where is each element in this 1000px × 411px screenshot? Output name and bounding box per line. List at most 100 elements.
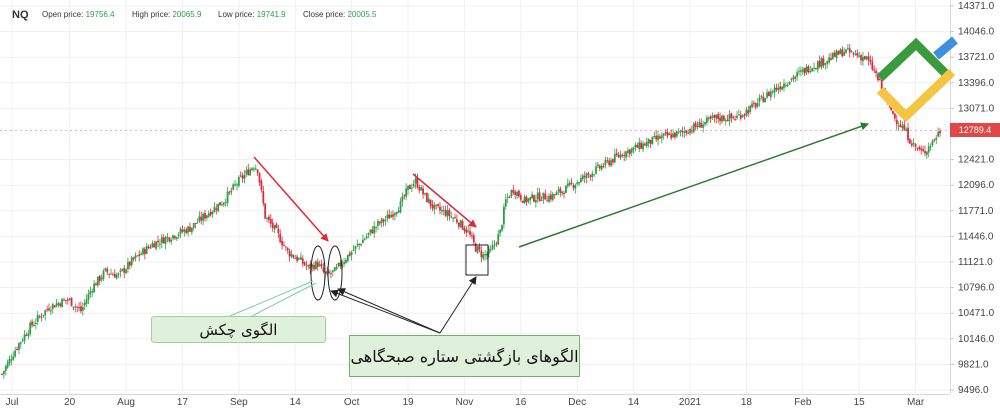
candle-body: [72, 306, 75, 308]
candle-body: [384, 219, 387, 221]
candle-body: [850, 51, 853, 53]
candle-body: [450, 216, 453, 218]
candle-body: [613, 154, 616, 163]
candle-body: [518, 190, 520, 197]
candle-body: [269, 219, 272, 224]
y-tick-label: 9496.0: [958, 385, 989, 396]
candle-body: [143, 248, 146, 255]
candle-body: [704, 122, 706, 125]
pointer-arrow-1: [330, 289, 441, 334]
candle-body: [348, 253, 351, 256]
candle-body: [95, 283, 97, 286]
hammer-pointer-line-2: [251, 282, 317, 317]
candle-body: [873, 69, 876, 71]
candle-body: [350, 252, 353, 256]
candle-body: [38, 316, 41, 318]
candle-body: [788, 81, 791, 85]
candle-body: [452, 217, 455, 219]
candle-body: [899, 124, 902, 128]
candle-body: [115, 274, 118, 279]
candle-body: [548, 195, 550, 202]
candle-body: [258, 172, 261, 183]
candle-body: [525, 196, 528, 203]
candle-body: [217, 203, 220, 212]
candle-body: [164, 237, 167, 244]
candle-body: [736, 115, 738, 118]
candle-body: [301, 258, 304, 264]
candle-body: [732, 117, 735, 119]
candle-body: [345, 260, 347, 263]
candle-body: [837, 51, 840, 55]
candle-body: [352, 250, 355, 252]
candle-body: [31, 321, 33, 326]
candle-body: [360, 244, 362, 246]
candle-body: [125, 269, 127, 274]
hammer-ellipse-1: [310, 245, 326, 301]
candle-body: [130, 257, 133, 266]
candle-body: [863, 56, 866, 60]
candle-body: [177, 234, 180, 237]
open-price: Open price: 19756.4: [42, 10, 115, 19]
candle-body: [456, 219, 458, 223]
candle-body: [600, 165, 603, 170]
candle-body: [482, 254, 485, 259]
logo-blue-stroke: [933, 36, 958, 60]
candle-body: [790, 78, 793, 81]
candle-body: [805, 66, 808, 73]
candle-body: [557, 189, 560, 192]
candle-body: [18, 343, 20, 350]
candle-body: [213, 206, 216, 213]
candle-body: [23, 334, 26, 341]
candle-body: [55, 303, 58, 307]
candle-body: [442, 209, 445, 212]
candle-body: [343, 261, 346, 264]
candle-body: [627, 150, 629, 153]
candle-body: [228, 191, 231, 194]
current-price-tag: 12789.4: [950, 123, 1000, 137]
candle-body: [19, 342, 22, 344]
uptrend-arrow: [518, 122, 869, 248]
candle-body: [104, 268, 107, 271]
candle-body: [174, 236, 176, 239]
candle-body: [189, 226, 191, 232]
candle-body: [707, 117, 710, 120]
candle-body: [643, 143, 646, 146]
candle-body: [8, 358, 11, 364]
candle-body: [596, 164, 599, 166]
candle-body: [471, 235, 473, 237]
candle-body: [628, 149, 631, 155]
candle-body: [80, 306, 82, 312]
candle-body: [328, 271, 330, 273]
candle-body: [429, 199, 432, 206]
candle-body: [192, 223, 195, 229]
candle-body: [303, 262, 306, 266]
candle-body: [283, 245, 285, 247]
candle-body: [365, 236, 368, 239]
candle-body: [175, 237, 178, 239]
brand-logo: [876, 36, 958, 123]
candle-body: [91, 291, 94, 293]
candle-body: [48, 308, 50, 311]
candle-body: [668, 133, 671, 136]
candle-body: [290, 253, 293, 257]
candle-body: [205, 215, 208, 219]
candle-body: [388, 214, 391, 219]
candle-body: [510, 190, 513, 197]
candle-body: [183, 229, 186, 232]
candle-body: [271, 222, 274, 228]
candle-body: [51, 304, 54, 310]
candle-body: [463, 228, 466, 231]
candle-body: [666, 132, 669, 136]
candle-body: [783, 83, 785, 88]
candle-body: [251, 168, 253, 171]
candle-body: [221, 204, 223, 206]
candle-body: [927, 146, 930, 153]
candle-body: [448, 210, 451, 216]
candle-body: [568, 182, 571, 186]
candle-body: [53, 305, 56, 308]
candle-body: [516, 191, 518, 197]
candle-body: [241, 175, 244, 179]
candle-body: [465, 229, 468, 233]
candle-body: [112, 274, 114, 276]
candle-body: [390, 214, 393, 218]
